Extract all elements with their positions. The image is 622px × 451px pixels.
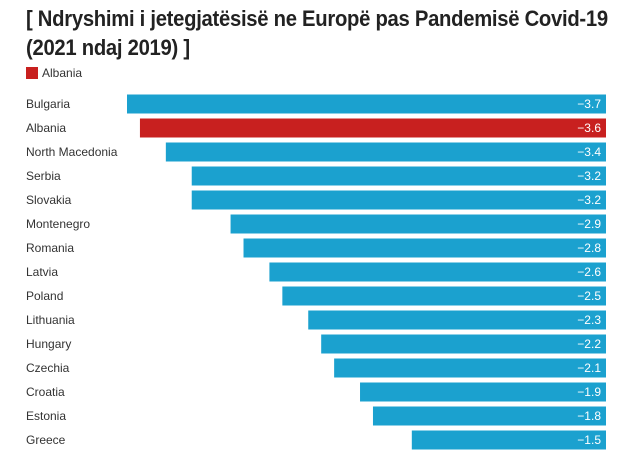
value-label: −3.2 (577, 169, 601, 183)
value-label: −2.2 (577, 337, 601, 351)
category-label: Bulgaria (26, 97, 70, 111)
category-label: Poland (26, 289, 63, 303)
bar-croatia (360, 382, 606, 402)
bar-poland (282, 286, 606, 306)
bar-latvia (269, 262, 606, 282)
value-label: −1.9 (577, 385, 601, 399)
category-label: Hungary (26, 337, 71, 351)
bar-bulgaria (127, 94, 606, 114)
category-label: Serbia (26, 169, 61, 183)
bar-albania (139, 118, 606, 138)
value-label: −2.5 (577, 289, 601, 303)
value-label: −2.6 (577, 265, 601, 279)
value-label: −1.8 (577, 409, 601, 423)
bar-romania (243, 238, 606, 258)
category-label: Montenegro (26, 217, 90, 231)
category-label: Estonia (26, 409, 66, 423)
category-label: Croatia (26, 385, 65, 399)
category-label: North Macedonia (26, 145, 118, 159)
category-label: Albania (26, 121, 66, 135)
chart-title: [ Ndryshimi i jetegjatësisë ne Europë pa… (26, 6, 608, 60)
bar-montenegro (230, 214, 606, 234)
legend-label: Albania (42, 66, 83, 80)
value-label: −2.9 (577, 217, 601, 231)
bar-greece (411, 430, 606, 450)
bar-slovakia (191, 190, 606, 210)
bar-lithuania (308, 310, 606, 330)
category-label: Lithuania (26, 313, 75, 327)
value-label: −3.4 (577, 145, 601, 159)
bar-serbia (191, 166, 606, 186)
value-label: −3.6 (577, 121, 601, 135)
legend-swatch-albania (26, 67, 38, 79)
bar-czechia (334, 358, 606, 378)
category-label: Czechia (26, 361, 70, 375)
category-label: Slovakia (26, 193, 72, 207)
legend: Albania (26, 66, 82, 80)
value-label: −2.1 (577, 361, 601, 375)
value-label: −3.2 (577, 193, 601, 207)
value-label: −2.8 (577, 241, 601, 255)
bar-north-macedonia (165, 142, 607, 162)
category-label: Romania (26, 241, 74, 255)
value-label: −2.3 (577, 313, 601, 327)
category-label: Latvia (26, 265, 58, 279)
category-label: Greece (26, 433, 66, 447)
bar-estonia (372, 406, 606, 426)
value-label: −1.5 (577, 433, 601, 447)
value-label: −3.7 (577, 97, 601, 111)
bar-hungary (321, 334, 606, 354)
